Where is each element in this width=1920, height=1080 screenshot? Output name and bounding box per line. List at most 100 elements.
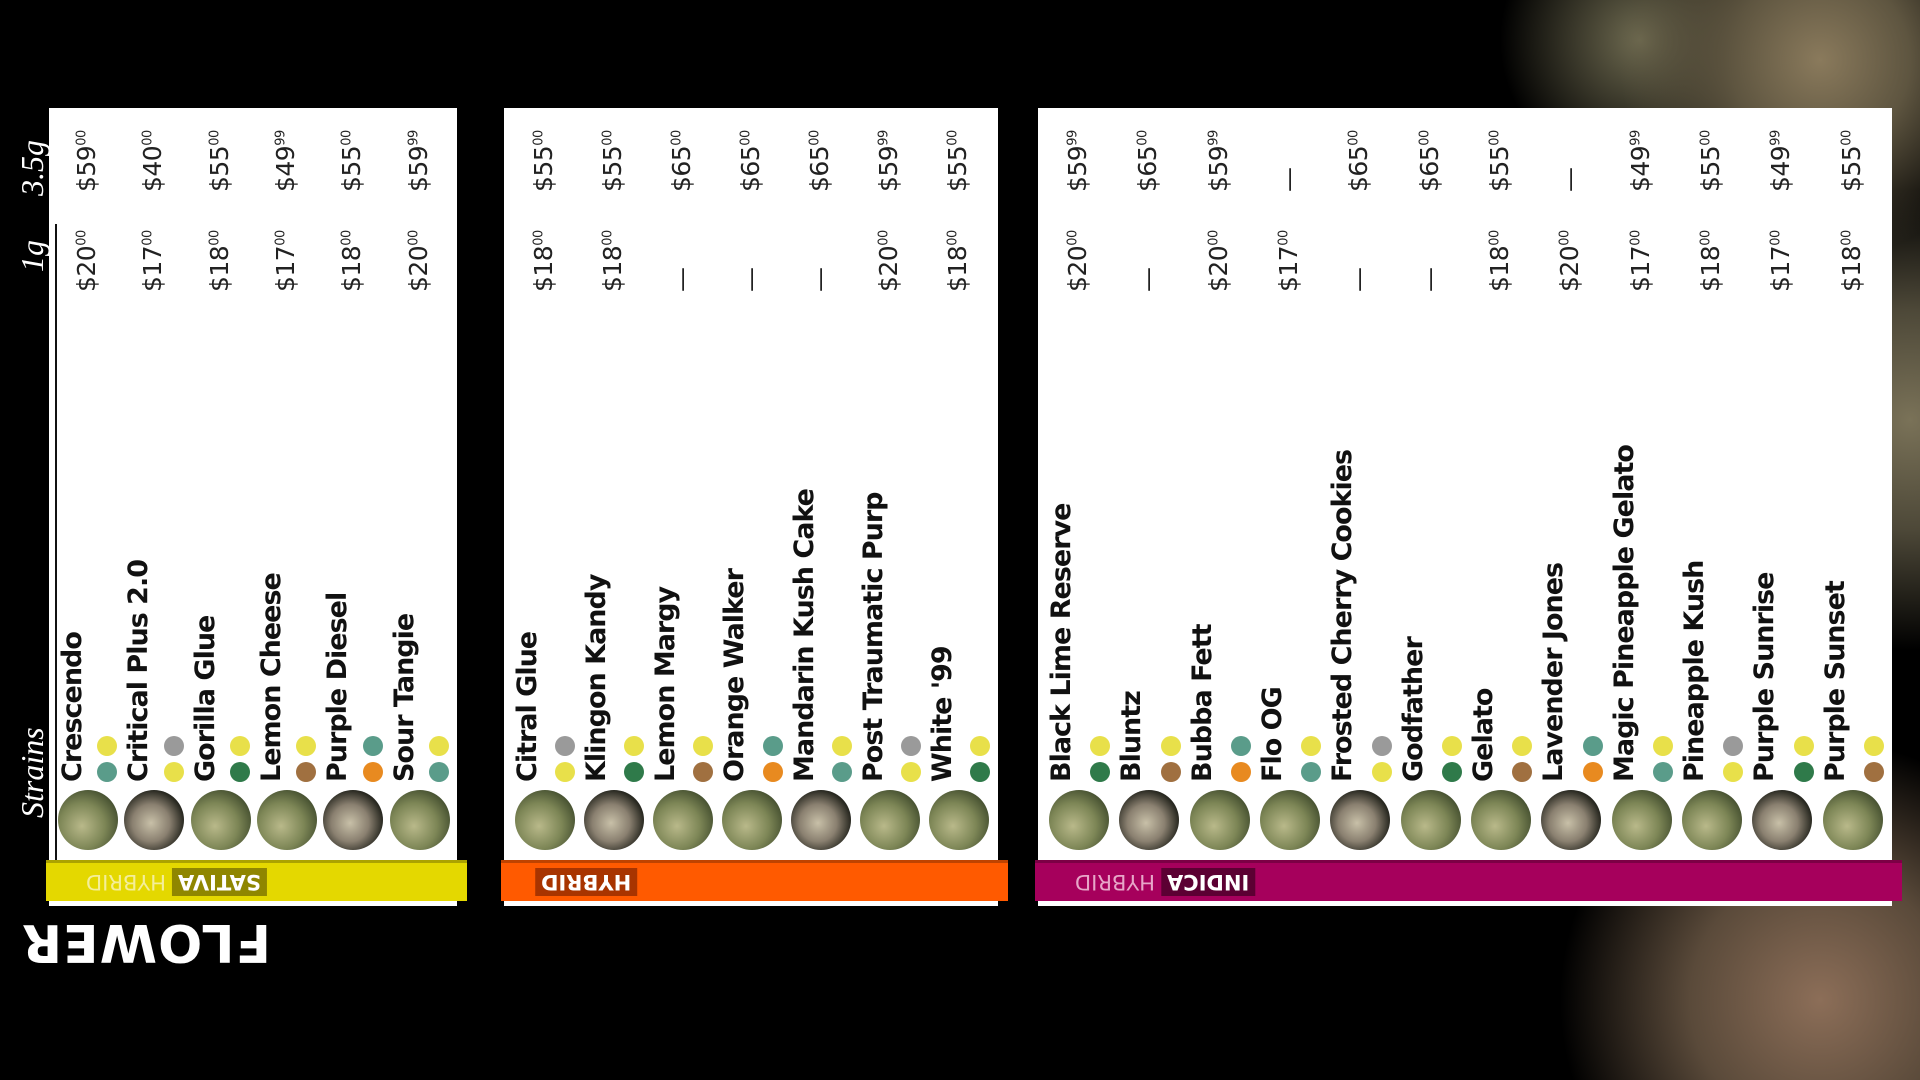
- strain-name: Bubba Fett: [1186, 624, 1218, 782]
- effect-icons: [1652, 736, 1673, 782]
- price-cents: 99: [406, 130, 422, 146]
- price: $2000: [72, 230, 101, 292]
- effect-icons: [762, 736, 783, 782]
- effect-icon: [1793, 762, 1814, 782]
- panel-content: Crescendo $2000 $5900 Critical Plus 2.0 $170…: [49, 108, 457, 906]
- strain-photo: [1330, 790, 1391, 850]
- strain-photo: [1611, 790, 1672, 850]
- strain-row: Purple Sunrise $1700 $4999: [1747, 108, 1817, 906]
- strain-name: Gorilla Glue: [189, 615, 221, 782]
- price-dollars: $49: [271, 145, 301, 192]
- strain-photo: [1541, 790, 1602, 850]
- category-name: INDICA: [1160, 868, 1256, 896]
- price-cents: 00: [1839, 230, 1855, 246]
- effect-icon: [693, 762, 714, 782]
- effect-icon: [1723, 736, 1744, 756]
- effect-icon: [1793, 736, 1814, 756]
- price-dash: —: [1274, 167, 1304, 193]
- effect-icon: [229, 736, 250, 756]
- strain-photo: [1822, 790, 1883, 850]
- price: $2000: [874, 230, 903, 292]
- price: $6500: [1344, 130, 1373, 192]
- price-dash: —: [735, 267, 765, 293]
- effect-icon: [1652, 762, 1673, 782]
- effect-icon: [97, 762, 118, 782]
- strain-name: Magic Pineapple Gelato: [1608, 445, 1640, 782]
- effect-icon: [1863, 762, 1884, 782]
- price: $5900: [72, 130, 101, 192]
- price: $1800: [1696, 230, 1725, 292]
- strain-name: Lavender Jones: [1538, 562, 1570, 782]
- price: $6500: [805, 130, 834, 192]
- price-cents: 00: [669, 130, 685, 146]
- effect-icon: [624, 762, 645, 782]
- price-dollars: $65: [1344, 145, 1374, 192]
- effect-icons: [624, 736, 645, 782]
- effect-icons: [1723, 736, 1744, 782]
- effect-icon: [1090, 762, 1111, 782]
- effect-icons: [969, 736, 990, 782]
- price-cents: 99: [1769, 130, 1785, 146]
- price-cents: 00: [531, 130, 547, 146]
- strain-row: Purple Sunset $1800 $5500: [1818, 108, 1888, 906]
- effect-icon: [1652, 736, 1673, 756]
- price-cents: 00: [74, 230, 90, 246]
- price-cents: 00: [1065, 230, 1081, 246]
- strain-name: Flo OG: [1257, 687, 1288, 782]
- effect-icon: [1371, 762, 1392, 782]
- price-dollars: $18: [597, 245, 627, 292]
- strain-name: Purple Sunrise: [1749, 572, 1781, 782]
- price: $1800: [598, 230, 627, 292]
- strain-name: Orange Walker: [719, 569, 751, 782]
- price-cents: 99: [1206, 130, 1222, 146]
- price-cents: 99: [876, 130, 892, 146]
- strain-row: White '99 $1800 $5500: [925, 108, 994, 906]
- strain-name: Klingon Kandy: [581, 574, 613, 782]
- effect-icons: [362, 736, 383, 782]
- strain-row: Mandarin Kush Cake — $6500: [787, 108, 856, 906]
- price: $5999: [874, 130, 903, 192]
- price: $5500: [1485, 130, 1514, 192]
- strain-row: Frosted Cherry Cookies — $6500: [1325, 108, 1395, 906]
- strain-row: Purple Diesel $1800 $5500: [320, 108, 386, 906]
- strain-name: Black Lime Reserve: [1046, 503, 1077, 782]
- price-dollars: $59: [1063, 145, 1093, 192]
- effect-icon: [969, 736, 990, 756]
- effect-icon: [555, 762, 576, 782]
- price: $5500: [529, 130, 558, 192]
- price-dash: —: [1414, 267, 1444, 293]
- effect-icon: [1160, 762, 1181, 782]
- price-cents: 99: [1065, 130, 1081, 146]
- price-dollars: $55: [1696, 145, 1726, 192]
- price-cents: 00: [1769, 230, 1785, 246]
- price-cents: 00: [1628, 230, 1644, 246]
- price-dash: —: [1555, 167, 1585, 193]
- strain-photo: [58, 790, 119, 850]
- price-cents: 00: [600, 130, 616, 146]
- strain-photo: [1752, 790, 1813, 850]
- price-dollars: $20: [72, 245, 102, 292]
- price: $5999: [404, 130, 433, 192]
- effect-icon: [1230, 736, 1251, 756]
- price-cents: 00: [1206, 230, 1222, 246]
- effect-icon: [555, 736, 576, 756]
- category-label: HYBRID: [535, 868, 638, 896]
- price: $1800: [529, 230, 558, 292]
- strain-name: Frosted Cherry Cookies: [1327, 449, 1359, 782]
- price: $2000: [1204, 230, 1233, 292]
- effect-icon: [1512, 762, 1533, 782]
- price-cents: 00: [1347, 130, 1363, 146]
- price: $5999: [1204, 130, 1233, 192]
- price-dollars: $17: [1766, 245, 1796, 292]
- price: $1700: [138, 230, 167, 292]
- strain-name: Pineapple Kush: [1679, 560, 1710, 782]
- price-dollars: $17: [138, 245, 168, 292]
- category-bar: HYBRID: [501, 860, 1008, 901]
- effect-icon: [97, 736, 118, 756]
- effect-icon: [1441, 762, 1462, 782]
- effect-icon: [362, 762, 383, 782]
- effect-icon: [900, 736, 921, 756]
- strain-photo: [1189, 790, 1250, 850]
- price: $5500: [1696, 130, 1725, 192]
- price-cents: 00: [1276, 230, 1292, 246]
